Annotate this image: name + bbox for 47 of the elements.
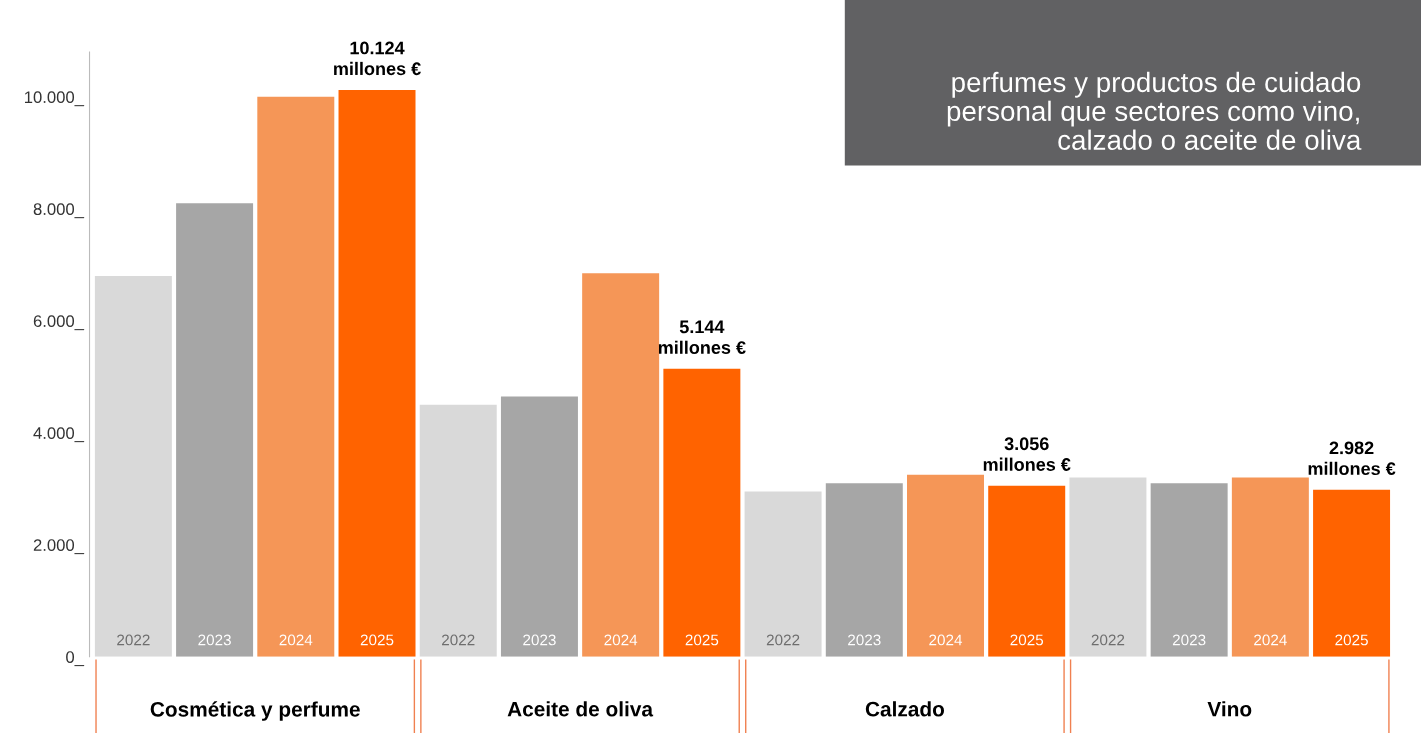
x-tick-label: Aceite de oliva: [507, 701, 654, 717]
text: 2024: [1254, 634, 1287, 646]
series-label: 2025: [360, 634, 394, 646]
bar: [907, 474, 984, 657]
bar: [582, 273, 660, 657]
x-tick-label: Calzado: [865, 701, 945, 717]
x-tick-label: Cosmética y perfume: [150, 701, 360, 721]
y-tick-label: 2.000_: [33, 539, 85, 555]
y-tick-label: 8.000_: [33, 203, 85, 219]
text: 2025: [1335, 634, 1368, 646]
x-tick-label: Vino: [1207, 701, 1252, 717]
text: 2023: [523, 634, 556, 646]
bar: [1313, 489, 1391, 657]
data-label: 5.144 millones €: [658, 320, 746, 354]
bar: [419, 404, 497, 657]
text: 2025: [685, 634, 719, 646]
bar: [1231, 477, 1309, 657]
bar: [825, 483, 903, 657]
data-label: 10.124 millones €: [334, 41, 421, 76]
text: 2022: [442, 634, 475, 646]
bar: [500, 396, 578, 657]
text: 2022: [1091, 634, 1125, 646]
data-label: 2.982 millones €: [1308, 441, 1396, 476]
text: 2024: [929, 634, 963, 646]
series-label: 2022: [117, 634, 150, 646]
series-label: 2023: [198, 634, 231, 646]
series-label: 2024: [279, 634, 313, 646]
y-tick-label: 4.000_: [33, 427, 85, 443]
text: 2023: [848, 634, 881, 646]
text: 2022: [766, 634, 800, 646]
bar: [338, 89, 416, 657]
bar: [176, 203, 254, 657]
bar: [988, 485, 1066, 657]
bar: [1069, 477, 1147, 657]
data-label: 3.056 millones €: [983, 437, 1071, 471]
bar: [257, 96, 335, 657]
bar: [1150, 483, 1228, 657]
text: 2025: [1010, 634, 1044, 646]
bar: [663, 368, 741, 657]
annotation: perfumes y productos de cuidado personal que sectores como vino, calzado o aceite de oliva: [947, 71, 1362, 150]
y-tick-label: 6.000_: [33, 315, 85, 331]
bar: [94, 276, 172, 657]
text: 2023: [1172, 634, 1206, 646]
text: 2024: [604, 634, 638, 646]
bar: [744, 491, 822, 657]
y-tick-label: 0_: [66, 651, 85, 667]
y-tick-label: 10.000_: [25, 91, 85, 107]
